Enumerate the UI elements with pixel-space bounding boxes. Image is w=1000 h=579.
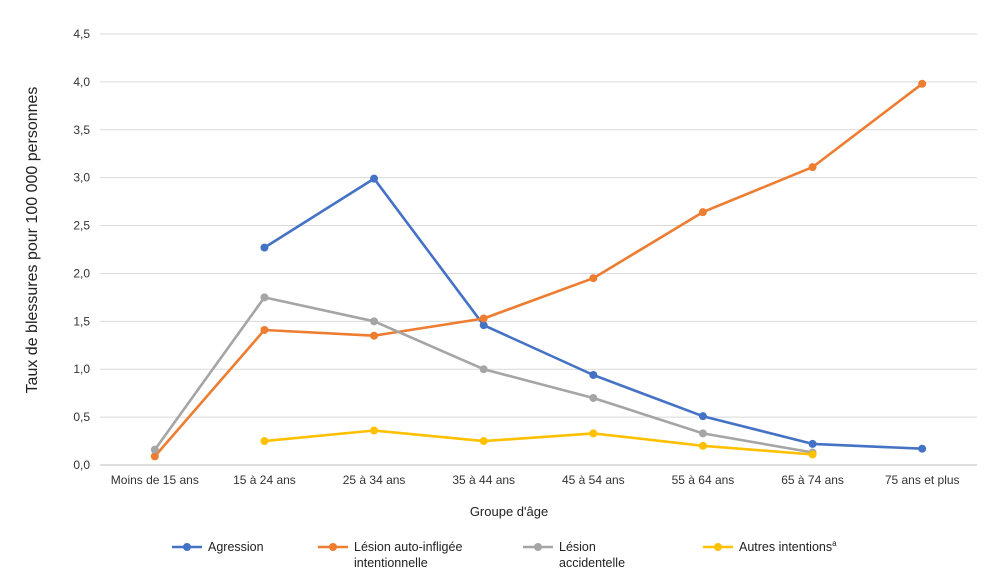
data-point (808, 163, 817, 172)
x-tick-label: Moins de 15 ans (111, 473, 199, 487)
legend-swatch-marker (534, 543, 542, 551)
y-tick-labels: 0,0 0,5 1,0 1,5 2,0 2,5 3,0 3,5 4,0 4,5 (73, 27, 90, 472)
data-point (370, 317, 379, 326)
y-tick-label: 3,5 (73, 123, 90, 137)
data-point (589, 274, 598, 283)
x-tick-label: 55 à 64 ans (672, 473, 735, 487)
legend-label: Lésion auto-infligée (354, 540, 462, 554)
series-lines (150, 79, 927, 461)
y-tick-label: 3,0 (73, 171, 90, 185)
legend-item: Lésion accidentelle (523, 540, 625, 570)
data-point (479, 321, 488, 330)
y-tick-label: 1,0 (73, 362, 90, 376)
y-tick-label: 0,5 (73, 410, 90, 424)
legend-item: Lésion auto-infligée intentionnelle (318, 540, 462, 570)
legend-swatch-marker (329, 543, 337, 551)
data-point (589, 370, 598, 379)
legend-item: Agression (172, 540, 264, 554)
data-point (479, 365, 488, 374)
y-tick-label: 4,0 (73, 75, 90, 89)
legend-label: Agression (208, 540, 264, 554)
y-tick-label: 2,0 (73, 266, 90, 280)
data-point (370, 331, 379, 340)
data-point (698, 208, 707, 217)
series-4 (260, 426, 817, 459)
series-line (263, 177, 924, 450)
series-1 (260, 174, 927, 453)
y-axis-title: Taux de blessures pour 100 000 personnes (24, 87, 41, 394)
data-point (260, 293, 269, 302)
data-point (150, 445, 159, 454)
data-point (808, 450, 817, 459)
legend-label: Lésion (559, 540, 596, 554)
data-point (918, 79, 927, 88)
x-tick-label: 15 à 24 ans (233, 473, 296, 487)
data-point (698, 429, 707, 438)
data-point (698, 441, 707, 450)
series-line (153, 82, 924, 458)
x-tick-label: 25 à 34 ans (343, 473, 406, 487)
legend-swatch-marker (714, 543, 722, 551)
data-point (370, 426, 379, 435)
legend-superscript: a (832, 539, 837, 548)
data-point (808, 439, 817, 448)
x-tick-labels: Moins de 15 ans 15 à 24 ans 25 à 34 ans 35 … (111, 473, 960, 487)
legend-label: accidentelle (559, 556, 625, 570)
legend-label: Autres intentionsa (739, 539, 837, 554)
data-point (589, 393, 598, 402)
x-tick-label: 75 ans et plus (885, 473, 960, 487)
data-point (150, 452, 159, 461)
y-tick-label: 1,5 (73, 314, 90, 328)
y-tick-label: 4,5 (73, 27, 90, 41)
legend-swatch-marker (183, 543, 191, 551)
legend: Agression Lésion auto-infligée intentionne… (172, 539, 837, 570)
y-tick-label: 2,5 (73, 219, 90, 233)
data-point (260, 325, 269, 334)
gridlines (100, 33, 977, 466)
x-tick-label: 45 à 54 ans (562, 473, 625, 487)
data-point (589, 429, 598, 438)
data-point (479, 314, 488, 323)
x-tick-label: 65 à 74 ans (781, 473, 844, 487)
data-point (479, 437, 488, 446)
data-point (260, 243, 269, 252)
data-point (260, 437, 269, 446)
data-point (918, 444, 927, 453)
x-tick-label: 35 à 44 ans (452, 473, 515, 487)
data-point (698, 412, 707, 421)
x-axis-title: Groupe d'âge (470, 504, 548, 519)
legend-label: intentionnelle (354, 556, 428, 570)
data-point (370, 174, 379, 183)
series-2 (150, 79, 927, 461)
legend-item: Autres intentionsa (703, 539, 837, 554)
series-line (263, 429, 814, 456)
y-tick-label: 0,0 (73, 458, 90, 472)
